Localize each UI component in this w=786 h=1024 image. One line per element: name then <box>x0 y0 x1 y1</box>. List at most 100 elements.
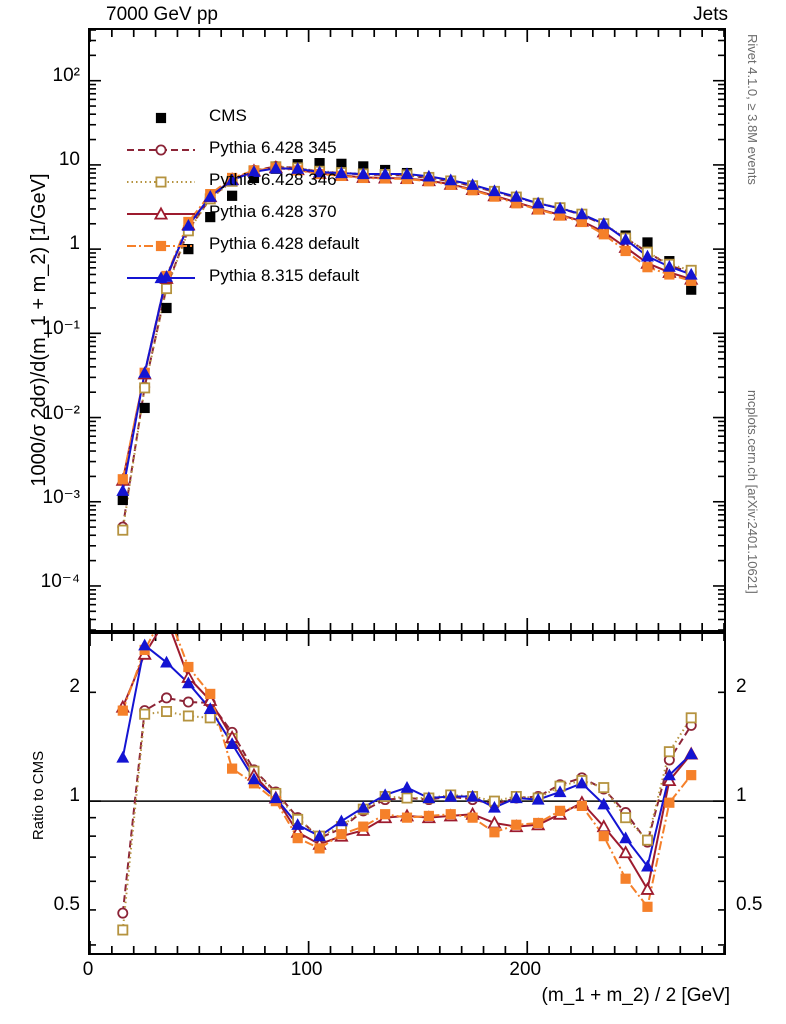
data-point-0-5 <box>227 190 238 201</box>
ratio-point-3-26 <box>686 770 697 781</box>
data-point-5-22 <box>597 217 611 229</box>
ratio-point-4-17 <box>488 800 501 813</box>
legend-label-5: Pythia 8.315 default <box>209 266 360 285</box>
ratio-point-3-20 <box>554 805 566 816</box>
data-point-0-1 <box>139 402 150 414</box>
y-tick-main-6: 10⁻⁴ <box>40 570 80 592</box>
ratio-point-4-10 <box>334 814 348 827</box>
ratio-line-0 <box>121 696 693 914</box>
data-point-5-9 <box>313 165 326 178</box>
data-point-5-25 <box>662 259 676 272</box>
y-tick-ratio-left-1: 1 <box>69 785 80 807</box>
data-point-5-8 <box>291 162 305 174</box>
y-tick-ratio-right-1: 1 <box>736 785 747 807</box>
ratio-point-4-2 <box>160 655 173 668</box>
legend-marker-4 <box>127 240 195 252</box>
data-point-4-22 <box>598 229 609 240</box>
ratio-point-1-26 <box>685 712 697 724</box>
ratio-point-4-25 <box>662 768 676 781</box>
ratio-point-1-3 <box>182 710 194 722</box>
ratio-plot-panel <box>88 632 726 955</box>
header-beam-info: 7000 GeV pp <box>106 4 218 25</box>
legend-glyph-2 <box>155 176 167 188</box>
ratio-point-1-0 <box>117 924 129 936</box>
data-point-2-1 <box>139 382 151 394</box>
data-point-4-24 <box>642 262 653 273</box>
ratio-point-4-1 <box>138 638 152 651</box>
data-point-5-10 <box>334 166 348 179</box>
data-point-5-13 <box>400 167 414 180</box>
data-point-0-2 <box>161 302 172 314</box>
ratio-point-4-18 <box>509 791 523 804</box>
y-tick-main-0: 10² <box>52 64 80 86</box>
data-point-0-0 <box>117 494 128 506</box>
ratio-plot-canvas <box>90 634 724 953</box>
ratio-point-4-24 <box>641 859 654 872</box>
ratio-point-3-25 <box>664 797 675 808</box>
ratio-point-4-13 <box>400 780 414 793</box>
ratio-point-3-0 <box>117 705 128 716</box>
legend-label-4: Pythia 6.428 default <box>209 234 360 253</box>
ratio-point-3-18 <box>511 819 522 830</box>
ratio-point-4-23 <box>619 831 633 844</box>
main-plot-panel <box>88 28 726 632</box>
ratio-point-4-16 <box>466 789 480 802</box>
ratio-line-1 <box>121 710 693 931</box>
legend-glyph-1 <box>155 144 167 156</box>
y-tick-main-5: 10⁻³ <box>42 486 81 508</box>
data-point-5-19 <box>531 196 545 209</box>
data-point-5-0 <box>116 484 130 496</box>
data-point-5-16 <box>466 178 480 190</box>
ratio-point-3-3 <box>183 661 194 673</box>
ratio-point-4-26 <box>684 747 698 760</box>
data-point-5-18 <box>509 189 523 202</box>
data-point-0-26 <box>686 284 697 295</box>
ratio-point-4-0 <box>116 750 130 763</box>
ratio-point-0-0 <box>117 907 129 919</box>
data-point-0-4 <box>205 212 216 223</box>
legend-marker-2 <box>127 176 195 188</box>
legend-label-3: Pythia 6.428 370 <box>209 202 337 221</box>
legend-label-1: Pythia 6.428 345 <box>209 138 337 157</box>
ratio-point-4-22 <box>597 797 611 810</box>
ratio-point-1-23 <box>620 812 632 824</box>
y-tick-ratio-right-0: 2 <box>736 676 747 698</box>
ratio-point-3-22 <box>598 831 609 842</box>
header-analysis-category: Jets <box>693 4 728 25</box>
data-point-4-23 <box>620 245 631 257</box>
legend-marker-5 <box>127 271 195 284</box>
legend-label-2: Pythia 6.428 346 <box>209 170 337 189</box>
ratio-point-1-1 <box>139 708 151 720</box>
y-tick-ratio-left-0: 2 <box>69 676 80 698</box>
ratio-point-4-21 <box>575 776 589 789</box>
y-tick-main-3: 10⁻¹ <box>42 318 81 340</box>
y-tick-main-4: 10⁻² <box>42 402 81 424</box>
ratio-point-2-24 <box>640 881 655 895</box>
legend-marker-1 <box>127 144 195 156</box>
data-point-5-14 <box>422 169 436 182</box>
data-point-5-4 <box>203 189 217 202</box>
ratio-point-4-5 <box>225 737 239 749</box>
ratio-point-1-24 <box>641 834 653 846</box>
main-plot-canvas <box>90 30 724 630</box>
ratio-point-1-25 <box>663 746 675 758</box>
ratio-point-1-2 <box>161 705 173 717</box>
ratio-point-0-2 <box>161 692 173 704</box>
data-point-5-5 <box>225 173 239 186</box>
ratio-point-4-20 <box>553 785 567 798</box>
data-point-5-11 <box>356 167 370 180</box>
ratio-point-4-14 <box>422 791 436 804</box>
data-point-5-26 <box>684 267 698 280</box>
x-tick-0: 0 <box>82 959 94 980</box>
ratio-point-3-13 <box>401 812 413 823</box>
y-tick-main-1: 10 <box>58 148 80 170</box>
data-point-5-1 <box>138 366 152 378</box>
mcplots-source-annotation: mcplots.cern.ch [arXiv:2401.10621] <box>745 390 760 594</box>
data-point-5-17 <box>488 184 501 197</box>
ratio-point-3-19 <box>533 817 544 829</box>
data-point-5-20 <box>553 201 567 214</box>
ratio-point-4-7 <box>269 791 283 804</box>
legend-glyph-4 <box>155 240 167 252</box>
data-point-2-0 <box>117 524 129 536</box>
ratio-point-4-3 <box>181 676 195 689</box>
